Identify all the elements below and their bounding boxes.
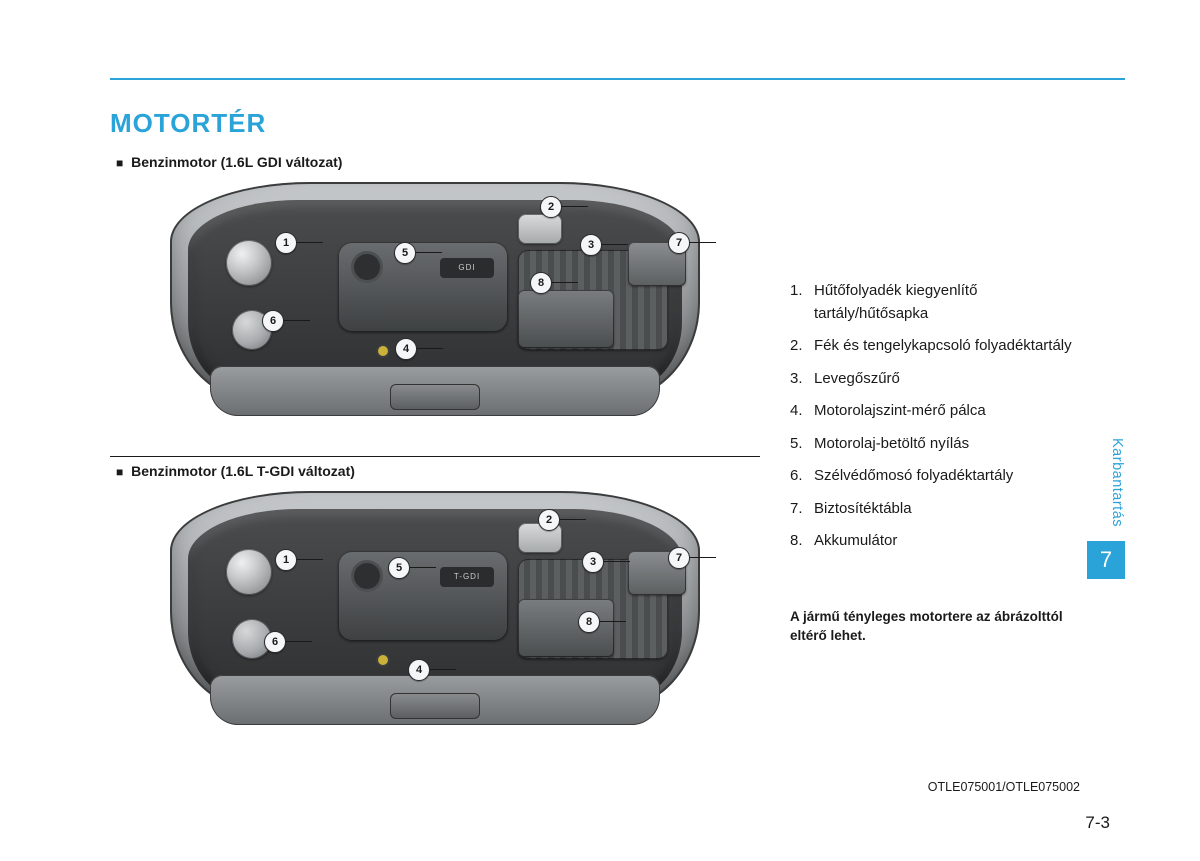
legend-item-number: 7. xyxy=(790,498,814,521)
battery-icon xyxy=(518,599,614,657)
brake-reservoir-icon xyxy=(518,214,562,244)
variant-0-heading-text: Benzinmotor (1.6L GDI változat) xyxy=(131,154,342,170)
front-fascia xyxy=(210,366,660,416)
engine-bay-1: T-GDI 12345678 xyxy=(170,491,700,731)
callout-marker-7: 7 xyxy=(668,232,690,254)
variant-0-heading: ■ Benzinmotor (1.6L GDI változat) xyxy=(116,154,760,170)
top-rule xyxy=(110,78,1125,80)
legend-item-number: 2. xyxy=(790,335,814,358)
legend-item: 6.Szélvédőmosó folyadéktartály xyxy=(790,465,1090,488)
callout-leader xyxy=(282,320,310,321)
callout-leader xyxy=(415,348,443,349)
engine-cover-icon: T-GDI xyxy=(338,551,508,641)
divider xyxy=(110,456,760,457)
legend-item-text: Levegőszűrő xyxy=(814,368,1090,391)
legend-item: 1.Hűtőfolyadék kiegyenlítő tartály/hűtős… xyxy=(790,280,1090,325)
callout-leader xyxy=(560,206,588,207)
engine-cover-icon: GDI xyxy=(338,242,508,332)
callout-marker-2: 2 xyxy=(540,196,562,218)
callout-leader xyxy=(428,669,456,670)
dipstick-icon xyxy=(378,655,388,665)
callout-leader xyxy=(408,567,436,568)
side-tab-label: Karbantartás xyxy=(1109,438,1125,535)
chapter-number-box: 7 xyxy=(1087,541,1125,579)
callout-leader xyxy=(414,252,442,253)
legend-item-number: 3. xyxy=(790,368,814,391)
callout-marker-4: 4 xyxy=(395,338,417,360)
callout-leader xyxy=(295,559,323,560)
legend-item-number: 8. xyxy=(790,530,814,553)
engine-diagram-1: T-GDI 12345678 xyxy=(110,483,750,763)
coolant-reservoir-icon xyxy=(226,549,272,595)
battery-icon xyxy=(518,290,614,348)
side-tab: Karbantartás 7 xyxy=(1087,438,1125,588)
page-title: MOTORTÉR xyxy=(110,108,266,139)
legend-item-text: Motorolaj-betöltő nyílás xyxy=(814,433,1090,456)
callout-leader xyxy=(295,242,323,243)
engine-bay-0: GDI 12345678 xyxy=(170,182,700,422)
figure-code: OTLE075001/OTLE075002 xyxy=(928,780,1080,794)
front-fascia xyxy=(210,675,660,725)
legend-item: 7.Biztosítéktábla xyxy=(790,498,1090,521)
engine-interior: GDI xyxy=(188,200,682,392)
callout-marker-6: 6 xyxy=(262,310,284,332)
legend-item: 5.Motorolaj-betöltő nyílás xyxy=(790,433,1090,456)
engine-diagram-0: GDI 12345678 xyxy=(110,174,750,454)
callout-leader xyxy=(688,242,716,243)
legend-item-text: Fék és tengelykapcsoló folyadéktartály xyxy=(814,335,1090,358)
legend-item-number: 4. xyxy=(790,400,814,423)
disclaimer-note: A jármű tényleges motortere az ábrázoltt… xyxy=(790,607,1090,646)
variant-1-heading-text: Benzinmotor (1.6L T-GDI változat) xyxy=(131,463,355,479)
callout-marker-8: 8 xyxy=(530,272,552,294)
legend-item: 2.Fék és tengelykapcsoló folyadéktartály xyxy=(790,335,1090,358)
legend-item: 8.Akkumulátor xyxy=(790,530,1090,553)
left-column: ■ Benzinmotor (1.6L GDI változat) GDI 1 2… xyxy=(110,148,760,763)
engine-interior: T-GDI xyxy=(188,509,682,701)
dipstick-icon xyxy=(378,346,388,356)
legend-item-text: Akkumulátor xyxy=(814,530,1090,553)
right-column: 1.Hűtőfolyadék kiegyenlítő tartály/hűtős… xyxy=(790,280,1090,646)
callout-leader xyxy=(688,557,716,558)
page-number: 7-3 xyxy=(1085,813,1110,833)
legend-item: 3.Levegőszűrő xyxy=(790,368,1090,391)
engine-badge: T-GDI xyxy=(440,567,494,587)
callout-marker-1: 1 xyxy=(275,232,297,254)
callout-marker-3: 3 xyxy=(580,234,602,256)
legend-item-number: 1. xyxy=(790,280,814,325)
callout-leader xyxy=(550,282,578,283)
bullet-icon: ■ xyxy=(116,156,123,170)
legend-list: 1.Hűtőfolyadék kiegyenlítő tartály/hűtős… xyxy=(790,280,1090,553)
callout-leader xyxy=(598,621,626,622)
legend-item-number: 6. xyxy=(790,465,814,488)
callout-leader xyxy=(284,641,312,642)
bullet-icon: ■ xyxy=(116,465,123,479)
callout-leader xyxy=(600,244,628,245)
legend-item-text: Hűtőfolyadék kiegyenlítő tartály/hűtősap… xyxy=(814,280,1090,325)
callout-marker-5: 5 xyxy=(394,242,416,264)
legend-item-text: Motorolajszint-mérő pálca xyxy=(814,400,1090,423)
legend-item-text: Biztosítéktábla xyxy=(814,498,1090,521)
callout-leader xyxy=(558,519,586,520)
engine-badge: GDI xyxy=(440,258,494,278)
variant-1-heading: ■ Benzinmotor (1.6L T-GDI változat) xyxy=(116,463,760,479)
coolant-reservoir-icon xyxy=(226,240,272,286)
legend-item: 4.Motorolajszint-mérő pálca xyxy=(790,400,1090,423)
legend-item-text: Szélvédőmosó folyadéktartály xyxy=(814,465,1090,488)
legend-item-number: 5. xyxy=(790,433,814,456)
callout-leader xyxy=(602,561,630,562)
